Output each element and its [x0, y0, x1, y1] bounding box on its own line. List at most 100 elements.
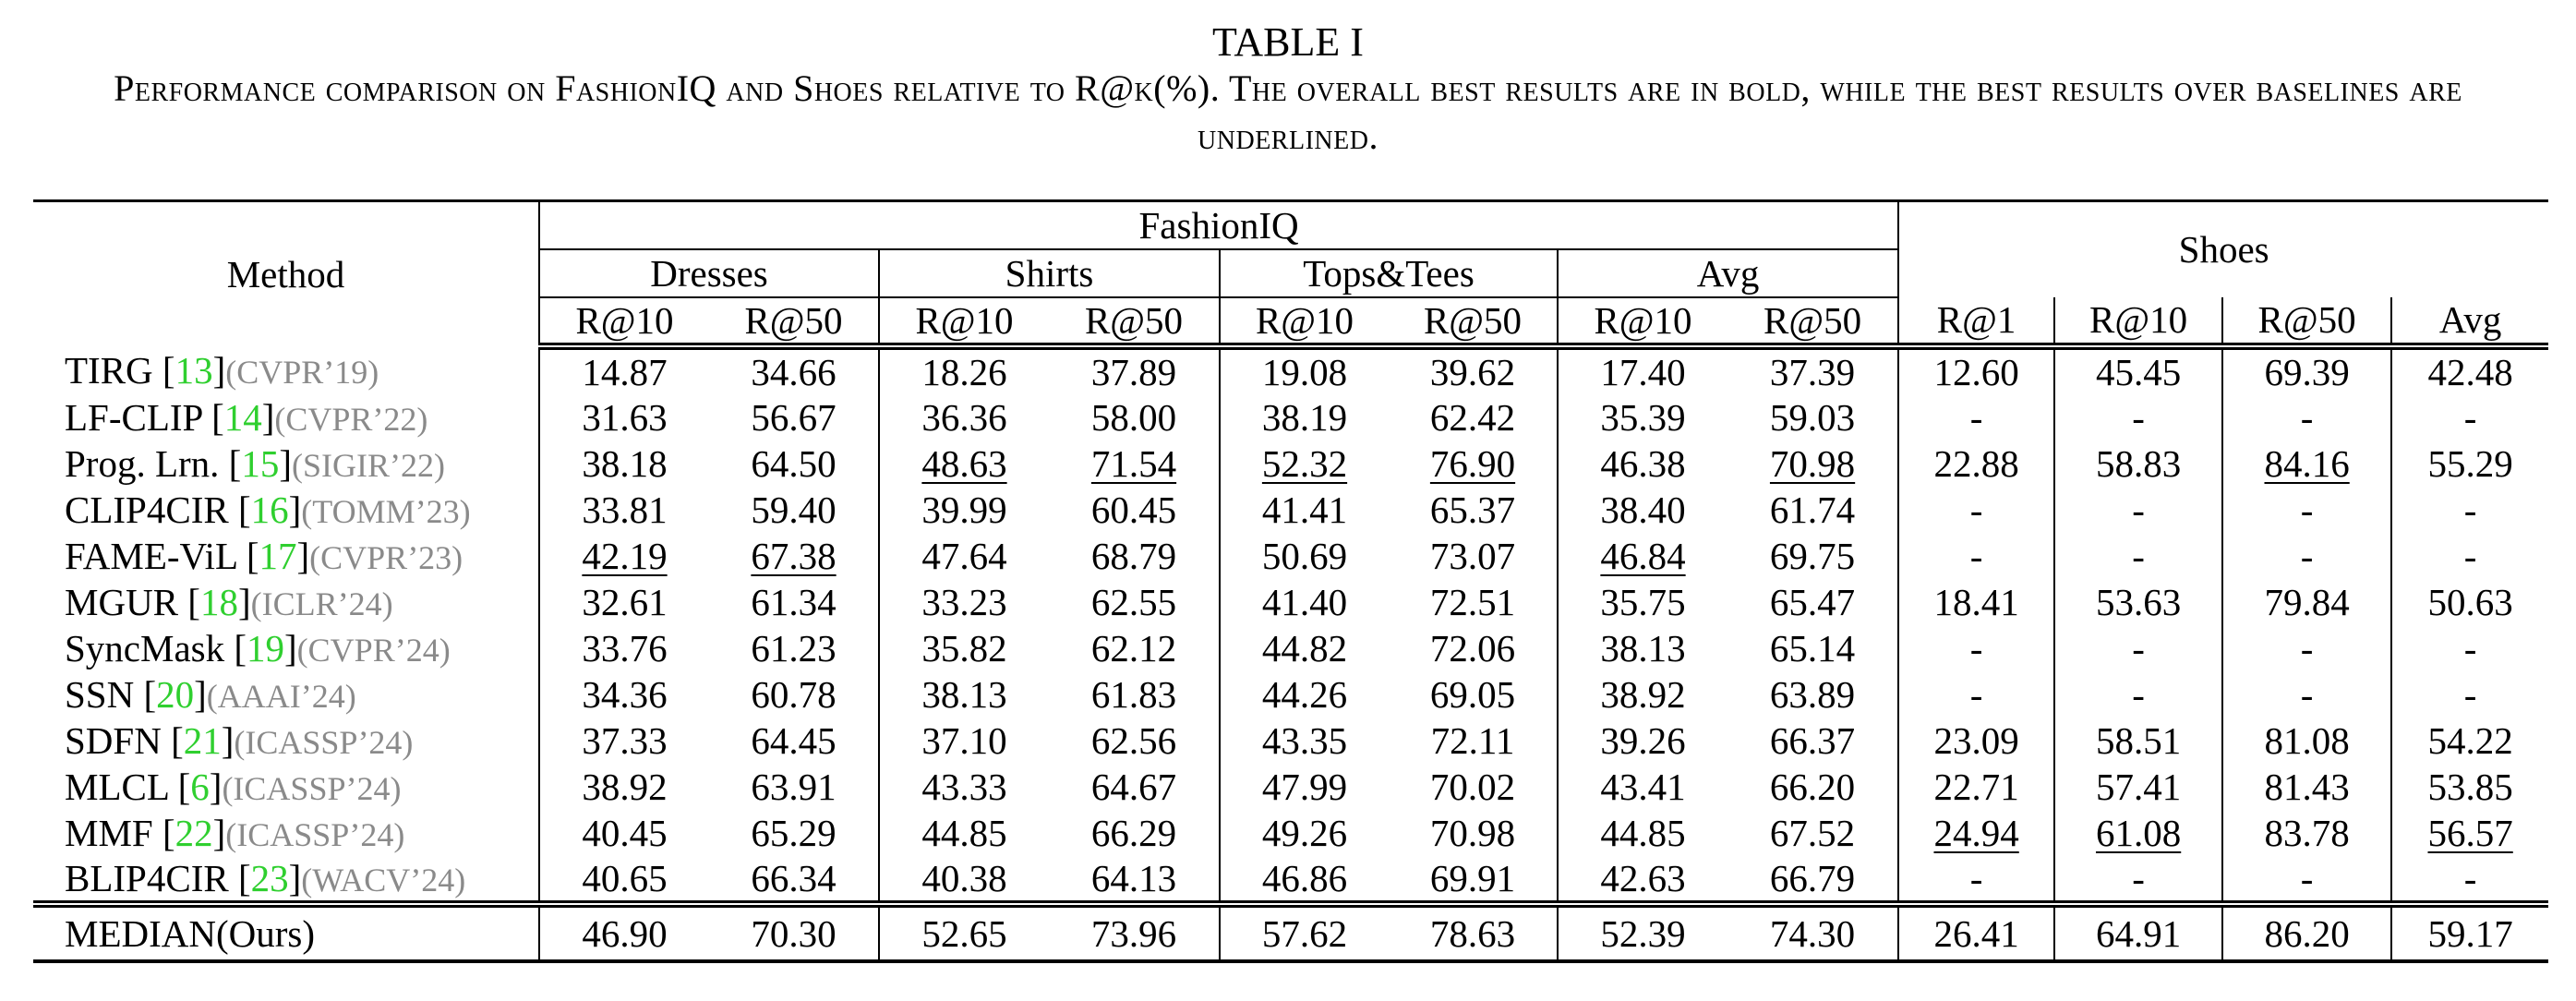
value-cell: 47.99: [1219, 763, 1389, 810]
value-cell: 43.41: [1557, 763, 1727, 810]
value-cell: 38.92: [1557, 670, 1727, 718]
value: 52.39: [1600, 911, 1686, 955]
value: -: [2132, 534, 2145, 577]
value: 49.26: [1261, 811, 1348, 854]
value-cell: 54.22: [2390, 717, 2549, 764]
value: 81.43: [2264, 765, 2350, 808]
value: 66.37: [1769, 718, 1856, 762]
column-header: R@10: [1219, 296, 1389, 350]
value-cell: -: [2221, 532, 2392, 579]
value: 36.36: [921, 395, 1007, 439]
value: 45.45: [2095, 350, 2182, 393]
value-cell: 39.99: [878, 486, 1049, 533]
value-cell: 42.63: [1557, 855, 1727, 904]
method-cell: LF-CLIP [14](CVPR’22): [65, 395, 428, 439]
value-cell: 37.89: [1049, 346, 1220, 394]
value: 42.63: [1600, 856, 1686, 899]
value: 34.66: [751, 350, 837, 393]
value: 59.40: [751, 488, 837, 531]
value: 43.35: [1261, 718, 1348, 762]
column-header: R@10: [878, 296, 1049, 350]
value: 76.90: [1429, 441, 1516, 485]
value-cell: 67.38: [709, 533, 879, 579]
citation: 22: [175, 811, 213, 854]
value: 83.78: [2264, 811, 2350, 854]
table-head: Method FashionIQ Shoes Dresses Shirts Tops&Te…: [33, 200, 2549, 350]
value: 33.23: [921, 580, 1007, 623]
value-cell: -: [2221, 624, 2392, 671]
value-cell: -: [1897, 670, 2055, 718]
citation: 6: [190, 765, 210, 808]
dataset-header: Shoes: [1897, 200, 2549, 297]
value: 46.38: [1600, 441, 1686, 485]
method-name: SSN: [65, 672, 135, 716]
value-cell: 56.57: [2390, 809, 2549, 856]
value: 70.98: [1429, 811, 1516, 854]
value: 42.19: [582, 534, 668, 577]
value-cell: 50.63: [2390, 578, 2549, 625]
value: 65.47: [1769, 580, 1856, 623]
value-cell: 18.26: [878, 345, 1049, 394]
venue: (CVPR’19): [225, 353, 379, 391]
value-cell: 42.19: [538, 532, 709, 579]
value: 44.85: [921, 811, 1007, 854]
value: 61.23: [751, 626, 837, 669]
value-cell: 55.29: [2390, 440, 2549, 487]
value: 39.99: [921, 488, 1007, 531]
value-cell: 40.65: [538, 855, 709, 904]
value: -: [1969, 856, 1983, 899]
value: 70.30: [751, 911, 837, 955]
value: -: [2132, 626, 2145, 669]
value-cell: 52.65: [878, 899, 1049, 961]
value-cell: 42.48: [2390, 345, 2549, 394]
method-name: MLCL: [65, 765, 169, 808]
venue: (CVPR’24): [296, 631, 451, 669]
value: 63.89: [1769, 672, 1856, 716]
value-cell: 38.13: [1557, 624, 1727, 671]
value-cell: -: [2390, 532, 2549, 579]
value: 69.39: [2264, 350, 2350, 393]
value-cell: 70.98: [1389, 810, 1558, 856]
value-cell: 38.92: [538, 763, 709, 810]
value: -: [2463, 626, 2477, 669]
value-cell: -: [2053, 855, 2223, 904]
value-cell: 79.84: [2221, 578, 2392, 625]
value-cell: -: [2053, 393, 2223, 440]
value: -: [2463, 856, 2477, 899]
value: 38.18: [582, 441, 668, 485]
value: 44.82: [1261, 626, 1348, 669]
value-cell: 47.64: [878, 532, 1049, 579]
value-cell: 40.45: [538, 809, 709, 856]
value-cell: 40.38: [878, 855, 1049, 904]
value: 38.92: [582, 765, 668, 808]
value: 53.63: [2095, 580, 2182, 623]
value-cell: 59.40: [709, 487, 879, 533]
value: 37.89: [1090, 350, 1177, 393]
venue: (ICASSP’24): [225, 815, 405, 853]
method-name: CLIP4CIR: [65, 488, 229, 531]
value-cell: 57.62: [1219, 899, 1389, 961]
value-cell: 41.41: [1219, 486, 1389, 533]
value-cell: 24.94: [1897, 809, 2055, 856]
citation: 15: [241, 441, 280, 485]
value-cell: 44.82: [1219, 624, 1389, 671]
table-row: MEDIAN(Ours) 46.90 70.30 52.65 73.96 57.62 78.…: [33, 899, 2549, 961]
value: 44.26: [1261, 672, 1348, 716]
value-cell: 37.33: [538, 717, 709, 764]
value: 58.51: [2095, 718, 2182, 762]
value-cell: 22.71: [1897, 763, 2055, 810]
value: 62.56: [1090, 718, 1177, 762]
value: 46.84: [1600, 534, 1686, 577]
value: 67.38: [751, 534, 837, 577]
value-cell: 45.45: [2053, 345, 2223, 394]
value-cell: 22.88: [1897, 440, 2055, 487]
value-cell: 35.82: [878, 624, 1049, 671]
value: 69.75: [1769, 534, 1856, 577]
value-cell: 35.39: [1557, 393, 1727, 440]
value-cell: 68.79: [1049, 533, 1220, 579]
value-cell: -: [2221, 670, 2392, 718]
value-cell: 36.36: [878, 393, 1049, 440]
value-cell: 64.91: [2053, 899, 2223, 961]
value: 53.85: [2427, 765, 2513, 808]
value: 59.03: [1769, 395, 1856, 439]
